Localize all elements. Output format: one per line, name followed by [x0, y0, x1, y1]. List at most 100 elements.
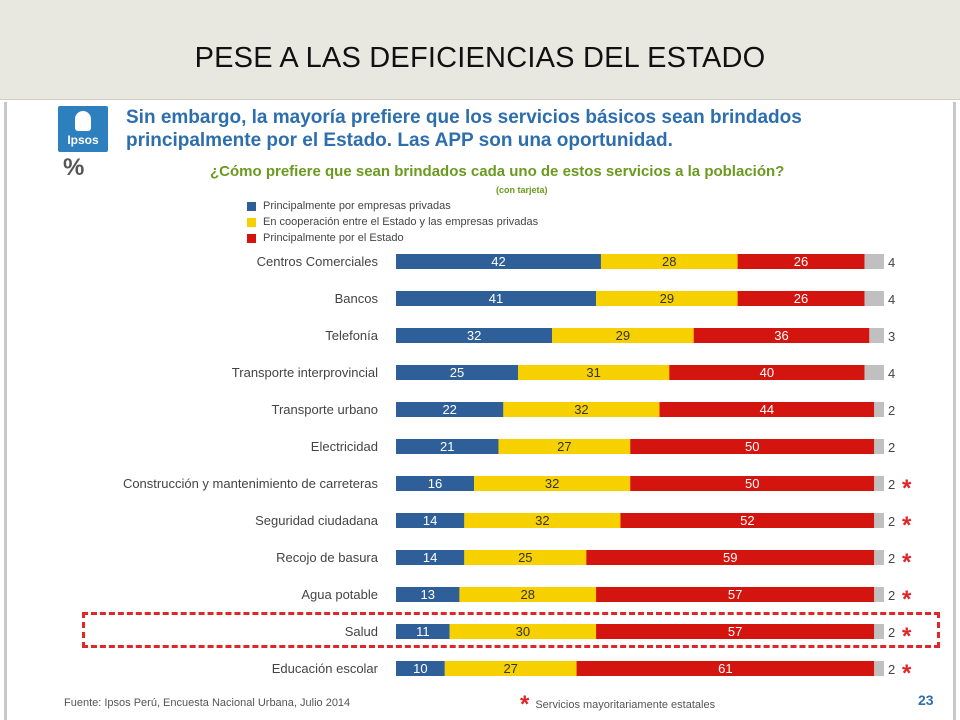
- data-label: 21: [440, 439, 454, 454]
- bar-segment: [630, 439, 875, 454]
- data-label: 32: [574, 402, 588, 417]
- category-label: Recojo de basura: [276, 550, 379, 565]
- bar-segment: [498, 439, 631, 454]
- bar-segment: [464, 513, 621, 528]
- bar-segment: [396, 365, 518, 380]
- data-label: 44: [760, 402, 774, 417]
- bar-segment: [396, 402, 504, 417]
- footnote: * Servicios mayoritariamente estatales: [520, 693, 716, 717]
- data-label: 50: [745, 439, 759, 454]
- bar-segment: [396, 291, 597, 306]
- bar-segment: [596, 291, 738, 306]
- bar-segment: [449, 624, 597, 639]
- bar-segment: [864, 291, 884, 306]
- state-service-star-icon: *: [902, 586, 912, 613]
- logo-text: Ipsos: [67, 133, 99, 147]
- legend-swatch-cooperation: [247, 217, 256, 227]
- category-label: Seguridad ciudadana: [255, 513, 379, 528]
- bar-segment: [396, 439, 499, 454]
- bar-segment: [874, 513, 884, 528]
- state-service-star-icon: *: [902, 549, 912, 576]
- data-label: 32: [467, 328, 481, 343]
- footnote-text: Servicios mayoritariamente estatales: [535, 699, 716, 711]
- bar-segment: [396, 587, 460, 602]
- bar-segment: [874, 550, 884, 565]
- state-service-star-icon: *: [902, 475, 912, 502]
- state-service-star-icon: *: [902, 512, 912, 539]
- data-label: 27: [557, 439, 571, 454]
- logo-mark-icon: [75, 111, 91, 131]
- category-label: Centros Comerciales: [257, 254, 379, 269]
- category-label: Bancos: [335, 291, 379, 306]
- bar-segment: [864, 365, 884, 380]
- data-label: 57: [728, 587, 742, 602]
- legend-label-state: Principalmente por el Estado: [263, 232, 404, 244]
- source-note: Fuente: Ipsos Perú, Encuesta Nacional Ur…: [64, 697, 351, 709]
- legend-item-state: Principalmente por el Estado: [247, 230, 538, 246]
- bar-segment: [464, 550, 587, 565]
- category-label: Educación escolar: [272, 661, 379, 676]
- headline-line-1: Sin embargo, la mayoría prefiere que los…: [126, 107, 802, 128]
- data-label-remainder: 2: [888, 440, 895, 455]
- ipsos-logo: Ipsos: [58, 106, 108, 152]
- bar-segment: [737, 254, 865, 269]
- legend-swatch-state: [247, 233, 256, 243]
- data-label: 42: [491, 254, 505, 269]
- data-label: 10: [413, 661, 427, 676]
- headline: Sin embargo, la mayoría prefiere que los…: [126, 106, 946, 152]
- bar-segment: [600, 254, 738, 269]
- bar-segment: [630, 476, 875, 491]
- data-label: 27: [503, 661, 517, 676]
- salud-highlight-box: [82, 612, 940, 648]
- legend-item-cooperation: En cooperación entre el Estado y las emp…: [247, 214, 538, 230]
- headline-line-2: principalmente por el Estado. Las APP so…: [126, 130, 673, 151]
- data-label: 22: [442, 402, 456, 417]
- data-label-remainder: 2: [888, 588, 895, 603]
- bar-segment: [396, 624, 450, 639]
- bar-segment: [396, 513, 465, 528]
- category-label: Transporte interprovincial: [232, 365, 378, 380]
- bar-segment: [874, 661, 884, 676]
- bar-segment: [396, 550, 465, 565]
- data-label: 61: [718, 661, 732, 676]
- state-service-star-icon: *: [902, 660, 912, 687]
- data-label-remainder: 2: [888, 514, 895, 529]
- data-label: 14: [423, 513, 437, 528]
- page-number: 23: [918, 692, 934, 708]
- data-label: 25: [518, 550, 532, 565]
- bar-segment: [396, 328, 553, 343]
- bar-segment: [874, 402, 884, 417]
- bar-segment: [459, 587, 597, 602]
- data-label: 31: [586, 365, 600, 380]
- data-label-remainder: 4: [888, 255, 895, 270]
- data-label: 57: [728, 624, 742, 639]
- data-label-remainder: 2: [888, 403, 895, 418]
- bar-segment: [659, 402, 875, 417]
- legend-label-private: Principalmente por empresas privadas: [263, 200, 451, 212]
- data-label: 36: [774, 328, 788, 343]
- category-label: Transporte urbano: [272, 402, 378, 417]
- title-banner: [0, 0, 960, 100]
- data-label: 25: [450, 365, 464, 380]
- legend-label-cooperation: En cooperación entre el Estado y las emp…: [263, 216, 539, 228]
- data-label: 32: [535, 513, 549, 528]
- percent-sign: %: [63, 154, 85, 181]
- category-label: Salud: [345, 624, 378, 639]
- bar-segment: [586, 550, 875, 565]
- data-label: 32: [545, 476, 559, 491]
- data-label: 16: [428, 476, 442, 491]
- category-label: Electricidad: [311, 439, 378, 454]
- data-label: 59: [723, 550, 737, 565]
- bar-segment: [693, 328, 870, 343]
- data-label-remainder: 2: [888, 625, 895, 640]
- bar-segment: [396, 254, 601, 269]
- bar-segment: [576, 661, 875, 676]
- data-label: 28: [662, 254, 676, 269]
- bar-segment: [869, 328, 884, 343]
- data-label: 41: [489, 291, 503, 306]
- data-label-remainder: 2: [888, 662, 895, 677]
- data-label: 52: [740, 513, 754, 528]
- bar-segment: [669, 365, 865, 380]
- bar-segment: [518, 365, 670, 380]
- chart-subtitle: (con tarjeta): [496, 185, 548, 195]
